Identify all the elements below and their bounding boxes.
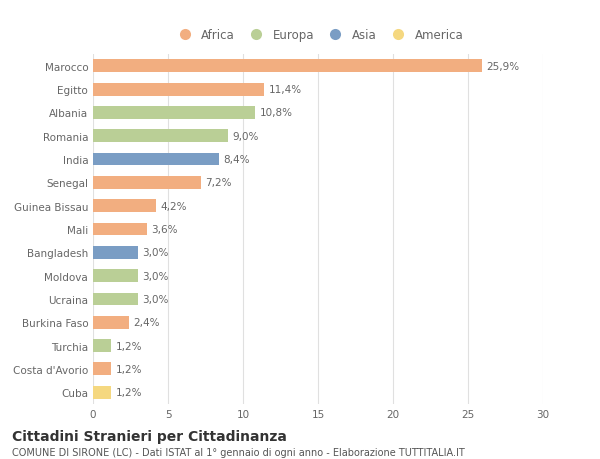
Bar [93, 246, 138, 259]
Text: 1,2%: 1,2% [115, 341, 142, 351]
Bar [93, 386, 111, 399]
Bar [93, 269, 138, 282]
Bar [93, 363, 111, 375]
Bar [93, 200, 156, 213]
Text: 1,2%: 1,2% [115, 364, 142, 374]
Text: 1,2%: 1,2% [115, 387, 142, 397]
Bar [93, 130, 228, 143]
Bar [93, 107, 255, 120]
Bar [93, 177, 201, 190]
Text: 8,4%: 8,4% [224, 155, 250, 165]
Text: 11,4%: 11,4% [269, 85, 302, 95]
Bar [93, 339, 111, 352]
Text: COMUNE DI SIRONE (LC) - Dati ISTAT al 1° gennaio di ogni anno - Elaborazione TUT: COMUNE DI SIRONE (LC) - Dati ISTAT al 1°… [12, 448, 465, 458]
Text: 3,0%: 3,0% [143, 248, 169, 258]
Text: Cittadini Stranieri per Cittadinanza: Cittadini Stranieri per Cittadinanza [12, 429, 287, 443]
Bar [93, 223, 147, 236]
Text: 10,8%: 10,8% [260, 108, 293, 118]
Text: 25,9%: 25,9% [486, 62, 519, 72]
Text: 3,0%: 3,0% [143, 271, 169, 281]
Bar [93, 293, 138, 306]
Bar [93, 316, 129, 329]
Text: 2,4%: 2,4% [133, 318, 160, 328]
Legend: Africa, Europa, Asia, America: Africa, Europa, Asia, America [169, 26, 467, 46]
Bar [93, 84, 264, 96]
Text: 9,0%: 9,0% [233, 131, 259, 141]
Text: 3,0%: 3,0% [143, 294, 169, 304]
Text: 7,2%: 7,2% [205, 178, 232, 188]
Bar [93, 60, 482, 73]
Bar [93, 153, 219, 166]
Text: 3,6%: 3,6% [151, 224, 178, 235]
Text: 4,2%: 4,2% [161, 201, 187, 211]
